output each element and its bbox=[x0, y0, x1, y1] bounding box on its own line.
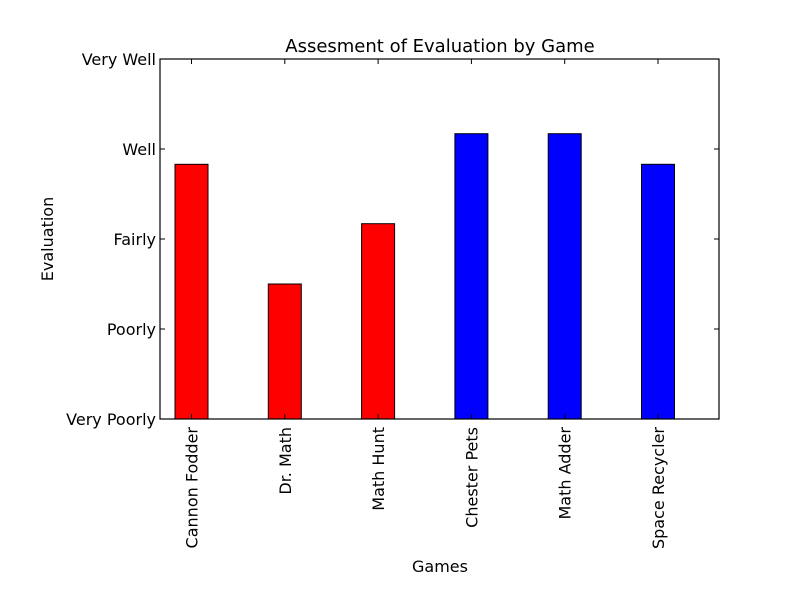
x-tick-label-math-adder: Math Adder bbox=[556, 427, 575, 520]
y-tick-label-well: Well bbox=[122, 140, 156, 159]
y-axis-ticks: Very Poorly Poorly Fairly Well Very Well bbox=[66, 50, 719, 429]
plot-frame bbox=[159, 58, 720, 420]
x-axis-label: Games bbox=[412, 557, 468, 576]
x-tick-label-cannon-fodder: Cannon Fodder bbox=[183, 427, 202, 549]
y-axis-label: Evaluation bbox=[38, 197, 57, 281]
bar-math-adder bbox=[547, 133, 582, 420]
y-tick-label-very-well: Very Well bbox=[82, 50, 156, 69]
bar-chester-pets bbox=[454, 133, 489, 420]
y-tick-label-fairly: Fairly bbox=[114, 230, 156, 249]
x-axis-ticks: Cannon Fodder Dr. Math Math Hunt Chester Pe… bbox=[183, 59, 668, 549]
bar-cannon-fodder bbox=[174, 163, 209, 420]
bar-space-recycler bbox=[641, 163, 675, 420]
x-tick-label-chester-pets: Chester Pets bbox=[462, 427, 481, 528]
x-tick-label-space-recycler: Space Recycler bbox=[649, 427, 668, 549]
bar-math-hunt bbox=[361, 223, 396, 420]
y-tick-label-very-poorly: Very Poorly bbox=[66, 410, 156, 429]
bars-group bbox=[174, 133, 675, 420]
x-tick-label-dr-math: Dr. Math bbox=[276, 427, 295, 495]
chart-title: Assesment of Evaluation by Game bbox=[285, 36, 594, 57]
y-tick-label-poorly: Poorly bbox=[107, 320, 156, 339]
x-tick-label-math-hunt: Math Hunt bbox=[369, 427, 388, 511]
bar-dr-math bbox=[267, 283, 302, 420]
